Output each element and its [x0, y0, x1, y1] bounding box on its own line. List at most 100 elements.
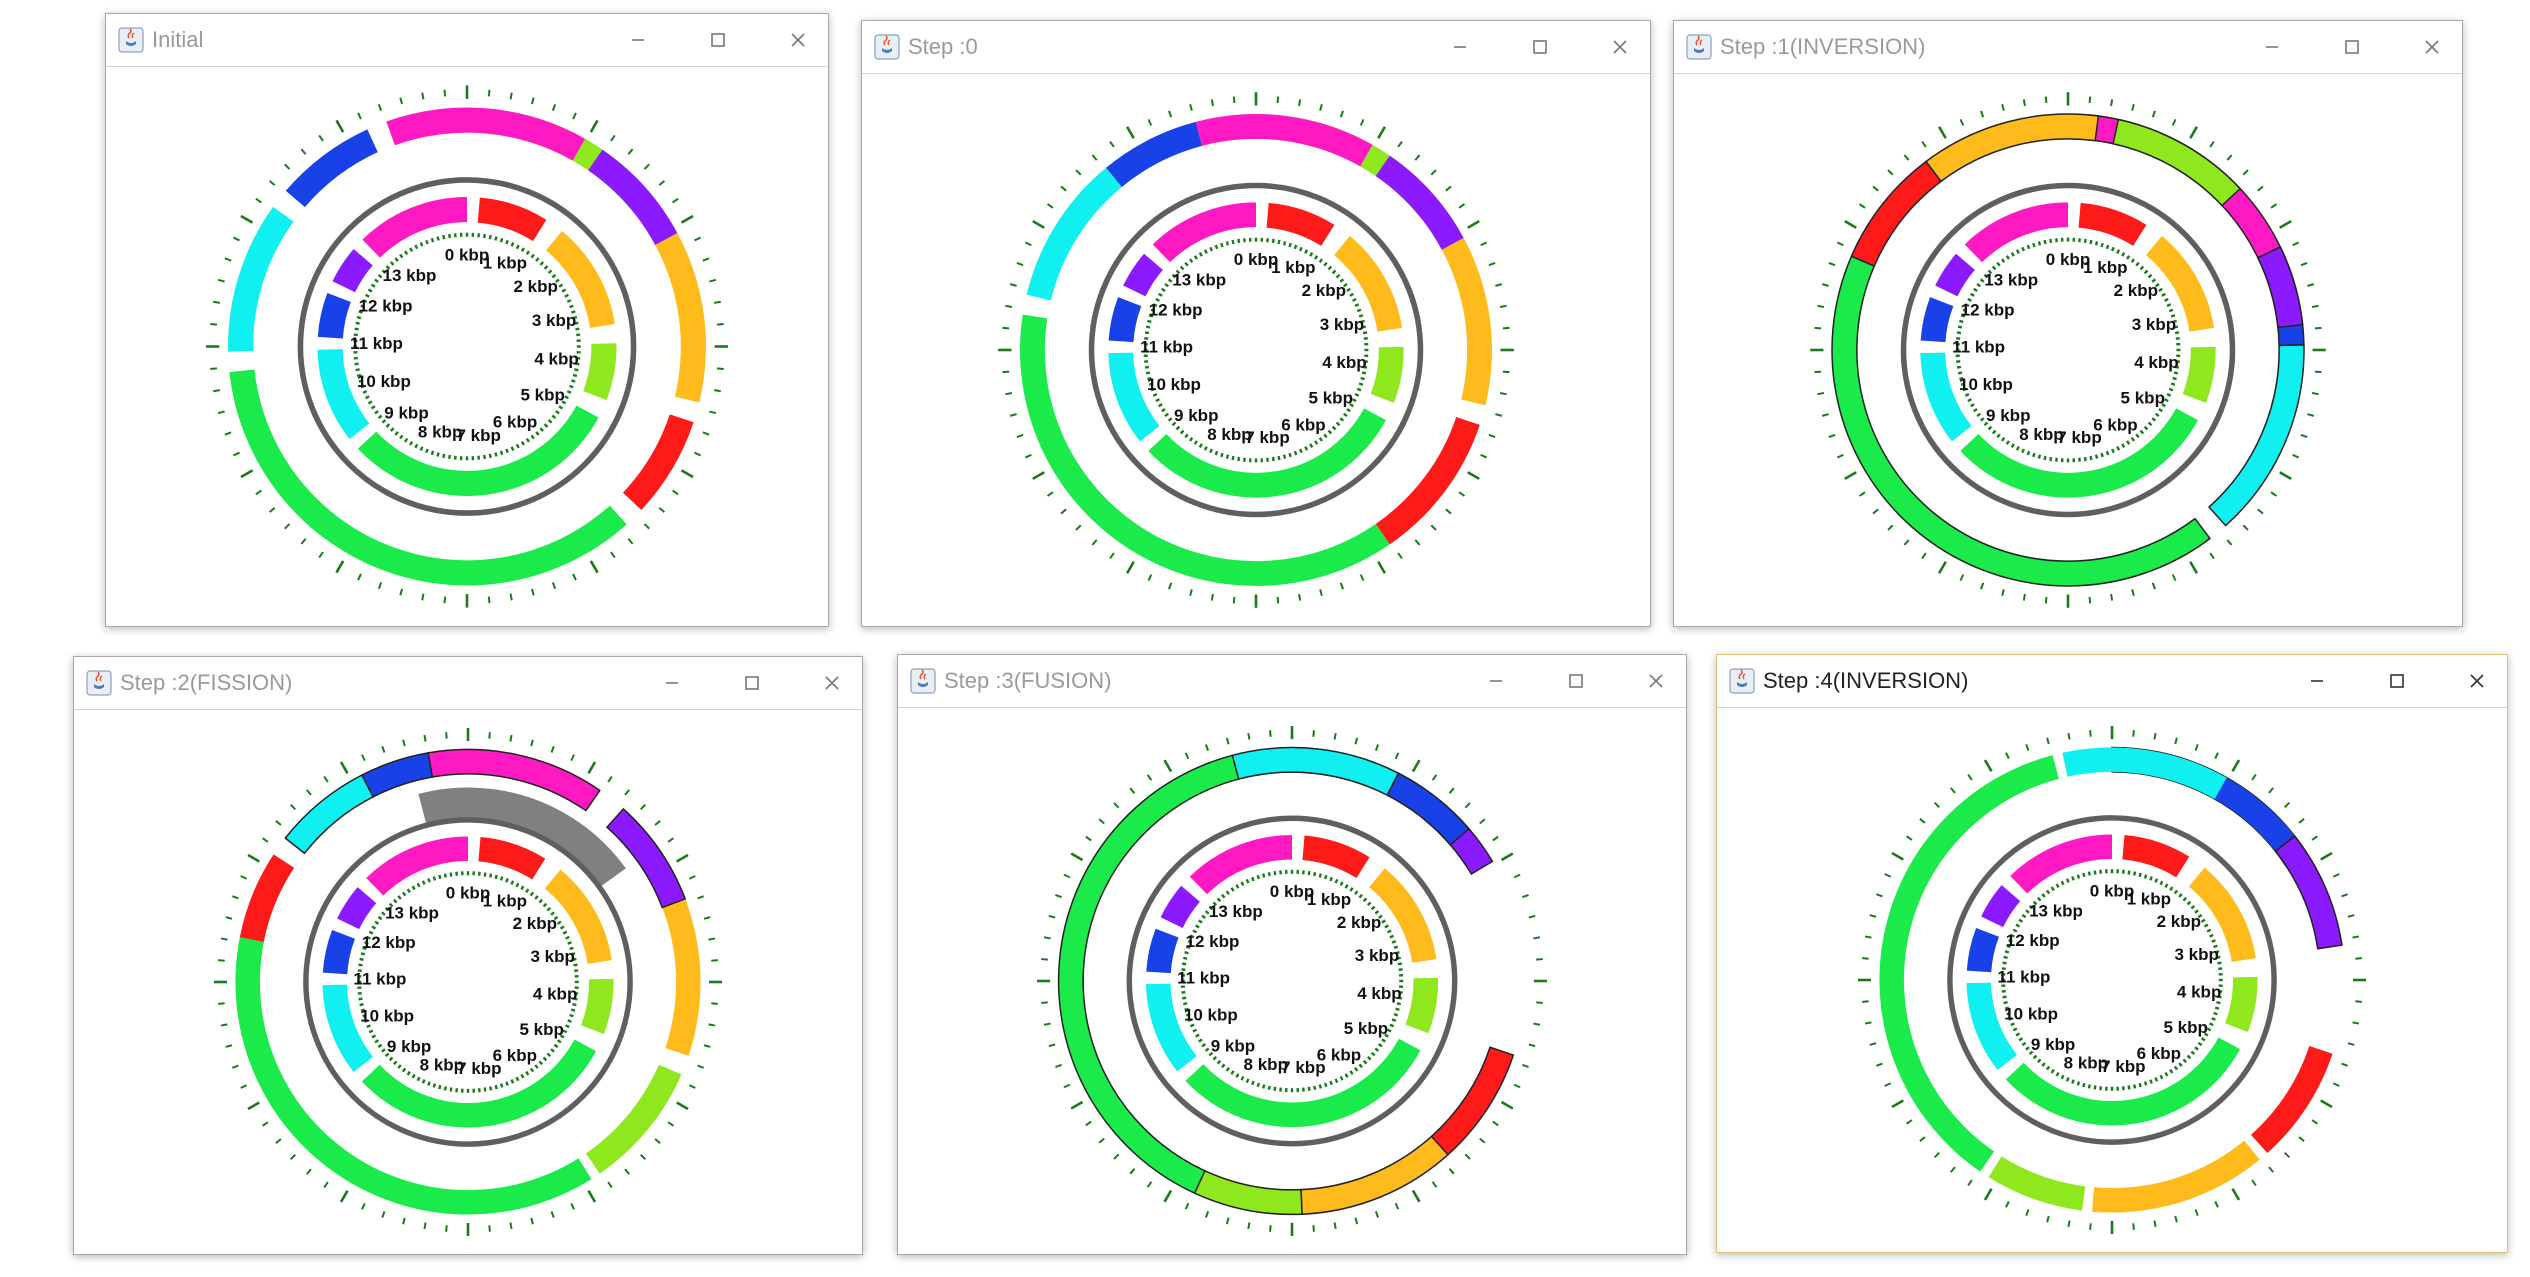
close-icon[interactable] — [812, 665, 852, 701]
outer-syntenic-block — [1193, 1169, 1303, 1216]
circos-window[interactable]: Initial 0 kbp 1 kbp 2 kbp 3 kbp 4 kbp 5 kbp 6 k… — [105, 13, 829, 627]
tick-mark — [1814, 326, 1822, 330]
scale-dot — [2143, 269, 2149, 275]
scale-dot — [2012, 1027, 2018, 1032]
tick-mark — [530, 1217, 534, 1225]
close-icon[interactable] — [2412, 29, 2452, 65]
kbp-label: 8 kbp — [2064, 1054, 2108, 1073]
scale-dot — [2203, 923, 2209, 928]
tick-mark — [1098, 1137, 1105, 1144]
scale-dot — [1208, 1051, 1214, 1057]
tick-mark — [1919, 818, 1926, 824]
inner-syntenic-block — [1370, 346, 1404, 403]
scale-dot — [414, 443, 419, 449]
tick-mark — [399, 588, 404, 596]
minimize-icon[interactable] — [2252, 29, 2292, 65]
kbp-label: 10 kbp — [360, 1007, 414, 1026]
scale-dot — [1309, 252, 1314, 257]
tick-mark — [1445, 508, 1452, 515]
scale-dot — [2209, 1022, 2214, 1027]
scale-dot — [2105, 450, 2110, 456]
tick-mark — [1411, 1189, 1421, 1203]
scale-dot — [1187, 1018, 1193, 1022]
tick-mark — [1225, 1217, 1230, 1225]
scale-dot — [360, 952, 366, 956]
scale-dot — [2032, 900, 2038, 906]
close-icon[interactable] — [1600, 29, 1640, 65]
tick-mark — [1055, 893, 1062, 899]
minimize-icon[interactable] — [1476, 663, 1516, 699]
scale-dot — [2032, 242, 2036, 248]
scale-dot — [525, 437, 530, 443]
scale-dot — [570, 952, 576, 956]
maximize-icon[interactable] — [732, 665, 772, 701]
close-icon[interactable] — [2457, 663, 2497, 699]
maximize-icon[interactable] — [698, 22, 738, 58]
tick-mark — [1858, 203, 1866, 209]
kbp-label: 13 kbp — [383, 266, 437, 285]
minimize-icon[interactable] — [1440, 29, 1480, 65]
tick-mark — [2307, 413, 2315, 417]
circos-window[interactable]: Step :3(FUSION) 0 kbp 1 kbp 2 kbp 3 kbp 4 kbp… — [897, 654, 1687, 1255]
scale-dot — [1384, 1033, 1389, 1038]
close-icon[interactable] — [1636, 663, 1676, 699]
circos-window[interactable]: Step :2(FISSION) 0 kbp 1 kbp 2 kbp 3 kbp 4 kb… — [73, 656, 863, 1255]
window-titlebar[interactable]: Step :3(FUSION) — [898, 655, 1686, 708]
tick-mark — [1488, 262, 1496, 267]
kbp-label: 4 kbp — [2177, 983, 2221, 1002]
window-titlebar[interactable]: Step :2(FISSION) — [74, 657, 862, 710]
window-titlebar[interactable]: Step :0 — [862, 21, 1650, 74]
scale-dot — [553, 1043, 559, 1049]
minimize-icon[interactable] — [2297, 663, 2337, 699]
outer-syntenic-block — [386, 107, 585, 161]
window-titlebar[interactable]: Step :4(INVERSION) — [1717, 655, 2507, 708]
inner-syntenic-block — [1160, 885, 1200, 928]
outer-tick-marks — [1810, 92, 2326, 608]
scale-dot — [414, 244, 419, 250]
scale-dot — [534, 895, 539, 900]
inner-syntenic-block — [1152, 202, 1256, 263]
tick-mark — [2332, 873, 2340, 878]
kbp-label: 1 kbp — [1271, 258, 1315, 277]
circos-window[interactable]: Step :1(INVERSION) 0 kbp 1 kbp 2 kbp 3 kbp 4 … — [1673, 20, 2463, 627]
kbp-label: 1 kbp — [2127, 889, 2171, 908]
kbp-label: 4 kbp — [1322, 353, 1366, 372]
minimize-icon[interactable] — [618, 22, 658, 58]
tick-mark — [589, 560, 599, 574]
tick-mark — [640, 803, 647, 810]
tick-mark — [714, 389, 721, 393]
maximize-icon[interactable] — [2377, 663, 2417, 699]
scale-dot — [371, 1034, 377, 1039]
outer-syntenic-block — [1106, 121, 1203, 187]
scale-dot — [499, 450, 504, 456]
tick-mark — [240, 1084, 248, 1089]
maximize-icon[interactable] — [1556, 663, 1596, 699]
tick-mark — [1933, 801, 1940, 808]
scale-dot — [1185, 1012, 1191, 1017]
tick-mark — [1232, 596, 1236, 604]
scale-dot — [1304, 249, 1309, 254]
window-titlebar[interactable]: Step :1(INVERSION) — [1674, 21, 2462, 74]
scale-dot — [381, 419, 387, 424]
tick-mark — [2311, 304, 2319, 308]
tick-mark — [716, 323, 724, 326]
minimize-icon[interactable] — [652, 665, 692, 701]
circos-window[interactable]: Step :4(INVERSION) 0 kbp 1 kbp 2 kbp 3 kbp 4 … — [1716, 654, 2508, 1253]
circos-window[interactable]: Step :0 0 kbp 1 kbp 2 kbp 3 kbp 4 kbp 5 kbp 6 k… — [861, 20, 1651, 627]
close-icon[interactable] — [778, 22, 818, 58]
tick-mark — [1862, 957, 1869, 960]
kbp-label: 10 kbp — [357, 372, 411, 391]
scale-dot — [2194, 909, 2199, 914]
tick-mark — [2279, 219, 2292, 229]
tick-mark — [1063, 873, 1071, 879]
tick-mark — [1921, 140, 1927, 148]
outer-syntenic-block — [1430, 1046, 1515, 1156]
scale-dot — [1354, 1067, 1359, 1072]
window-titlebar[interactable]: Initial — [106, 14, 828, 67]
tick-mark — [550, 745, 555, 753]
scale-dot — [2216, 955, 2221, 959]
maximize-icon[interactable] — [2332, 29, 2372, 65]
scale-dot — [358, 997, 363, 1001]
maximize-icon[interactable] — [1520, 29, 1560, 65]
